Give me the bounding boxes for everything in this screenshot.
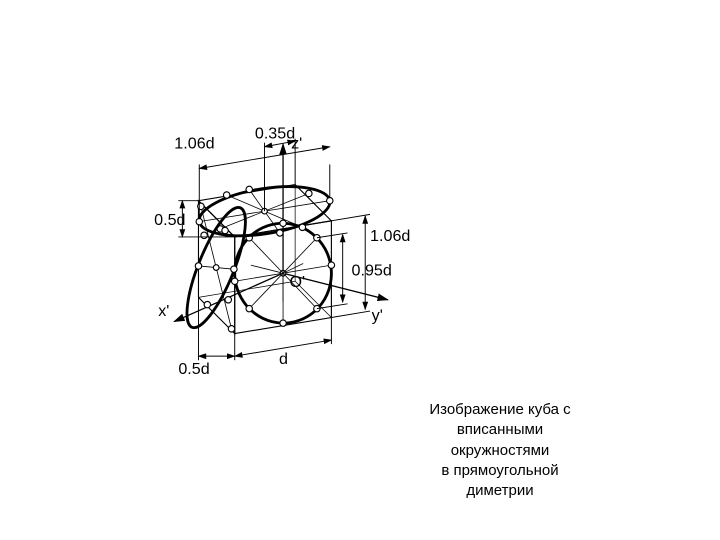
ellipse-left [176,201,257,334]
caption-line: вписанными [400,420,600,440]
diagram-svg: 1.06d 0.35d 0.5d 1.06d 0.95d 0.5d d z' x… [130,95,420,395]
label-d: d [279,350,288,368]
caption-line: в прямоугольной [400,461,600,481]
label-1-06d-right: 1.06d [370,227,410,245]
label-0-5d-bottom: 0.5d [178,360,209,378]
axis-y: y' [372,307,383,325]
origin-o: O' [290,273,306,291]
axis-z: z' [291,134,302,152]
cube-axonometric-diagram: 1.06d 0.35d 0.5d 1.06d 0.95d 0.5d d z' x… [130,95,420,395]
axis-x: x' [158,302,169,320]
dim-top [199,139,330,220]
figure-caption: Изображение куба с вписанными окружностя… [400,400,600,501]
label-0-5d-left: 0.5d [154,211,185,229]
label-0-35d: 0.35d [255,125,295,143]
caption-line: окружностями [400,441,600,461]
label-0-95d: 0.95d [352,262,392,280]
caption-line: диметрии [400,481,600,501]
label-1-06d-top: 1.06d [174,134,214,152]
caption-line: Изображение куба с [400,400,600,420]
